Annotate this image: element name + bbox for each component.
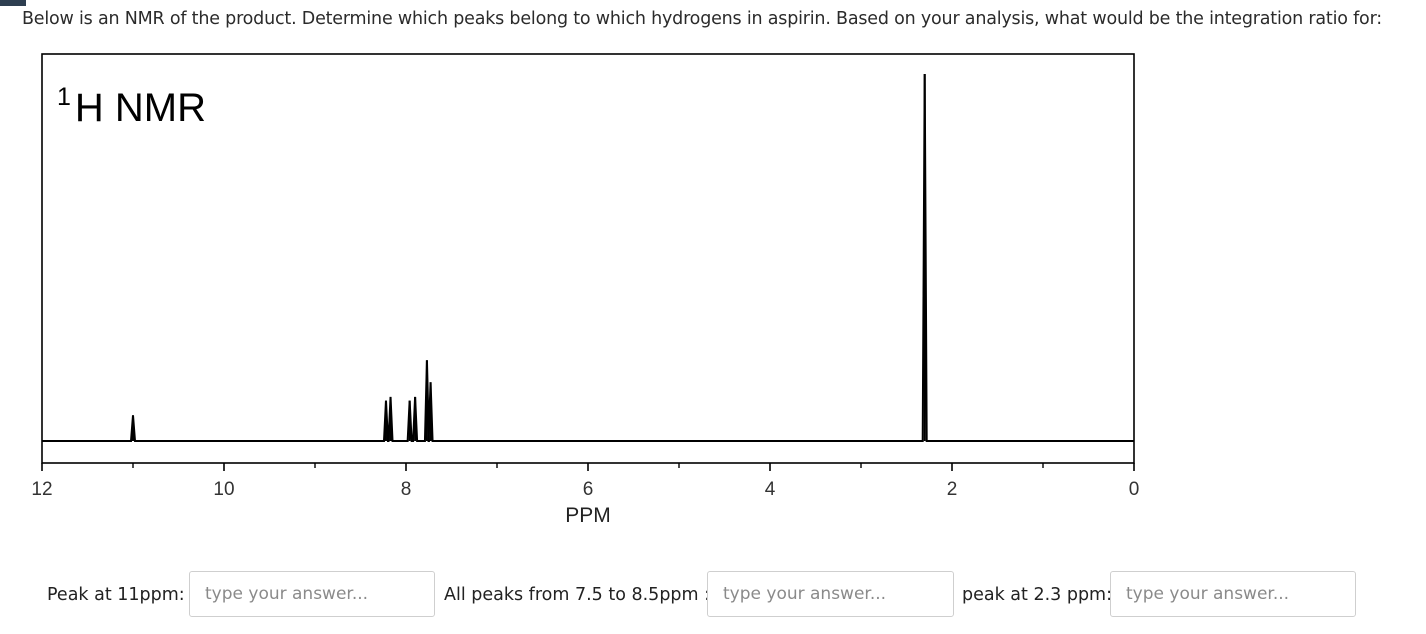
answer-input-2-3ppm[interactable] [1110,571,1356,617]
answer-input-aromatic[interactable] [707,571,954,617]
question-tab-marker [0,0,26,6]
chart-title-superscript: 1 [57,83,71,111]
answer-label-11ppm: Peak at 11ppm: [47,585,185,605]
spectrum-trace [42,73,1134,442]
answer-label-2-3ppm: peak at 2.3 ppm: [962,585,1112,605]
tick-label-0: 0 [1129,479,1140,500]
x-axis-tick-labels: 12 10 8 6 4 2 0 [31,479,1139,500]
tick-label-6: 6 [583,479,594,500]
tick-label-12: 12 [31,479,52,500]
tick-label-8: 8 [401,479,412,500]
answer-row: Peak at 11ppm: All peaks from 7.5 to 8.5… [0,571,1426,619]
chart-title-main: H NMR [75,86,206,130]
tick-label-2: 2 [947,479,958,500]
x-axis-label: PPM [565,504,611,527]
tick-label-10: 10 [213,479,234,500]
x-axis-ticks [41,463,1135,471]
answer-input-11ppm[interactable] [189,571,435,617]
question-prompt: Below is an NMR of the product. Determin… [22,9,1382,29]
spectrum-peaks [132,74,926,441]
answer-label-aromatic: All peaks from 7.5 to 8.5ppm : [444,585,711,605]
tick-label-4: 4 [765,479,776,500]
